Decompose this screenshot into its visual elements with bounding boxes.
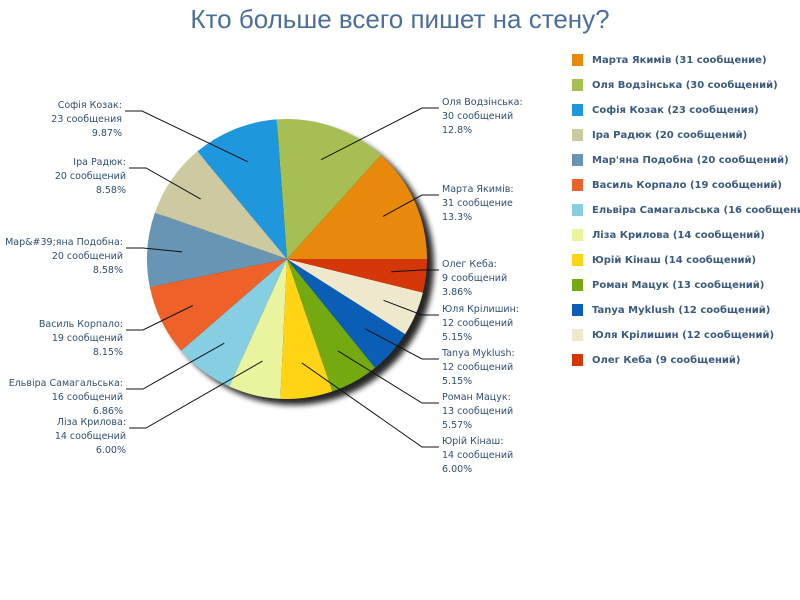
pie-slice — [287, 155, 427, 259]
chart-title: Кто больше всего пишет на стену? — [190, 4, 610, 34]
slice-label: Ельвіра Самагальська: 16 сообщений 6.86% — [9, 378, 123, 417]
pie-slice — [197, 119, 287, 259]
leader-line — [129, 360, 263, 429]
slice-label: Роман Мацук: 13 сообщений 5.57% — [442, 392, 513, 431]
pie-slices — [146, 118, 427, 399]
slice-label: Олег Кеба: 9 сообщений 3.86% — [442, 259, 507, 298]
legend-label: Юля Крілишин (12 сообщений) — [592, 330, 775, 341]
legend-swatch — [572, 204, 583, 216]
legend-swatch — [572, 229, 583, 241]
legend-swatch — [572, 354, 583, 366]
slice-label: Марта Якимів: 31 сообщение 13.3% — [442, 184, 514, 223]
legend-label: Марта Якимів (31 сообщение) — [592, 55, 767, 66]
leader-line — [129, 167, 201, 200]
leader-line — [391, 269, 439, 273]
legend-swatch — [572, 129, 583, 141]
legend-label: Василь Корпало (19 сообщений) — [592, 180, 782, 191]
legend-label: Ельвіра Самагальська (16 сообщений) — [592, 205, 800, 216]
pie-slice — [287, 259, 376, 392]
leader-line — [301, 362, 439, 448]
legend-label: Іра Радюк (20 сообщений) — [592, 130, 748, 141]
slice-label: Оля Водзінська: 30 сообщений 12.8% — [442, 97, 523, 136]
legend-item: Олег Кеба (9 сообщений) — [566, 350, 800, 375]
pie-slice — [181, 259, 287, 387]
leader-line — [382, 194, 439, 217]
pie-slice — [229, 259, 287, 399]
legend-item: Ліза Крилова (14 сообщений) — [566, 225, 800, 250]
slice-label: Tanya Myklush: 12 сообщений 5.15% — [441, 348, 515, 387]
legend-label: Tanya Myklush (12 сообщений) — [592, 305, 771, 316]
slice-label: Василь Корпало: 19 сообщений 8.15% — [39, 319, 123, 358]
pie-slice — [287, 259, 406, 368]
slice-label: Мар&#39;яна Подобна: 20 сообщений 8.58% — [5, 237, 123, 276]
legend-item: Василь Корпало (19 сообщений) — [566, 175, 800, 200]
legend-item: Юля Крілишин (12 сообщений) — [566, 325, 800, 350]
leader-line — [126, 342, 225, 390]
legend-label: Ліза Крилова (14 сообщений) — [592, 230, 765, 241]
legend-label: Юрій Кінаш (14 сообщений) — [592, 255, 757, 266]
legend-item: Ельвіра Самагальська (16 сообщений) — [566, 200, 800, 225]
leader-line — [126, 305, 194, 331]
leader-line — [125, 110, 248, 163]
pie-slice — [154, 151, 287, 259]
slice-label: Юрій Кінаш: 14 сообщений 6.00% — [442, 436, 513, 475]
legend-item: Tanya Myklush (12 сообщений) — [566, 300, 800, 325]
leader-line — [337, 350, 439, 404]
legend-label: Софія Козак (23 сообщения) — [592, 105, 759, 116]
slice-label: Юля Крілишин: 12 сообщений 5.15% — [442, 304, 519, 343]
legend-swatch — [572, 104, 583, 116]
legend-swatch — [572, 304, 583, 316]
legend-item: Роман Мацук (13 сообщений) — [566, 275, 800, 300]
legend-swatch — [572, 329, 583, 341]
legend-item: Юрій Кінаш (14 сообщений) — [566, 250, 800, 275]
pie-slice — [149, 259, 287, 351]
pie-slice — [146, 212, 287, 288]
pie-slice — [287, 259, 427, 293]
legend-swatch — [572, 254, 583, 266]
pie-slice — [287, 259, 423, 335]
legend-item: Софія Козак (23 сообщения) — [566, 100, 800, 125]
slice-label: Ліза Крилова: 14 сообщений 6.00% — [55, 417, 126, 456]
leader-line — [365, 328, 439, 360]
pie-slice — [276, 118, 381, 259]
leader-line — [126, 247, 183, 253]
leader-line — [383, 299, 439, 316]
slice-label: Іра Радюк: 20 сообщений 8.58% — [55, 157, 126, 196]
legend-label: Олег Кеба (9 сообщений) — [592, 355, 741, 366]
legend-item: Мар'яна Подобна (20 сообщений) — [566, 150, 800, 175]
legend-swatch — [572, 279, 583, 291]
legend-swatch — [572, 154, 583, 166]
legend-swatch — [572, 79, 583, 91]
legend-label: Роман Мацук (13 сообщений) — [592, 280, 765, 291]
pie-chart: Марта Якимів: 31 сообщение 13.3% Оля Водзін… — [5, 97, 523, 475]
legend-swatch — [572, 179, 583, 191]
legend-swatch — [572, 54, 583, 66]
pie-slice — [280, 259, 333, 399]
legend-item: Оля Водзінська (30 сообщений) — [566, 75, 800, 100]
legend-label: Мар'яна Подобна (20 сообщений) — [592, 155, 789, 166]
legend-item: Іра Радюк (20 сообщений) — [566, 125, 800, 150]
legend-item: Марта Якимів (31 сообщение) — [566, 50, 800, 75]
pie-callouts: Марта Якимів: 31 сообщение 13.3% Оля Водзін… — [5, 97, 523, 475]
slice-label: Софія Козак: 23 сообщения 9.87% — [51, 100, 122, 139]
legend: Марта Якимів (31 сообщение) Оля Водзінськ… — [566, 50, 800, 375]
legend-label: Оля Водзінська (30 сообщений) — [592, 80, 778, 91]
leader-line — [320, 107, 439, 161]
